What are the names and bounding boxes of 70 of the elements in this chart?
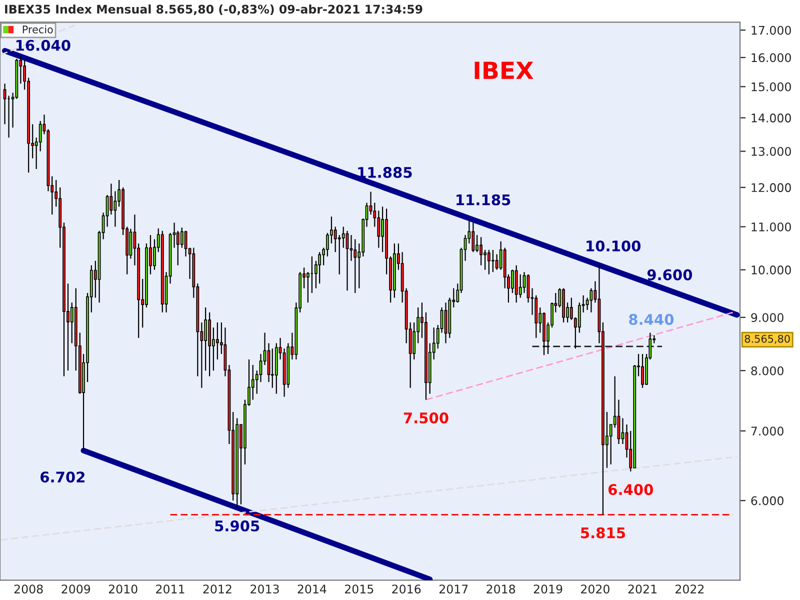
x-tick-label: 2012 [203, 584, 232, 594]
y-tick-label: 9.000 [751, 313, 784, 322]
x-tick-label: 2016 [392, 584, 421, 594]
x-tick-label: 2009 [62, 584, 90, 594]
x-tick-label: 2014 [298, 584, 326, 594]
y-tick-label: 14.000 [752, 114, 791, 122]
y-tick-label: 15.000 [752, 82, 791, 92]
annotation: 6.400 [608, 484, 653, 496]
annotation: 11.885 [358, 166, 412, 178]
candlestick [204, 306, 208, 372]
candlestick [590, 288, 593, 313]
candlestick [318, 252, 322, 284]
annotation: 11.185 [456, 194, 510, 206]
candlestick [180, 227, 184, 248]
y-tick-label: 13.000 [752, 147, 791, 156]
x-tick-label: 2019 [534, 584, 562, 594]
y-tick-label: 12.000 [752, 183, 791, 192]
candlestick [480, 236, 483, 266]
candlestick [491, 249, 494, 273]
x-tick-label: 2015 [344, 584, 374, 594]
candlestick [334, 226, 337, 253]
y-tick-label: 11.000 [752, 222, 791, 232]
y-tick-label: 10.000 [752, 266, 791, 274]
annotation: IBEX [474, 62, 534, 79]
candlestick [70, 302, 74, 344]
candlestick [514, 264, 518, 304]
y-tick-label: 6.000 [751, 496, 784, 506]
x-tick-label: 2021 [628, 584, 656, 594]
candlestick [472, 222, 475, 253]
candlestick [110, 183, 113, 216]
x-tick-label: 2018 [486, 584, 516, 594]
x-tick-label: 2017 [439, 584, 468, 594]
annotation: 5.905 [215, 520, 260, 532]
annotation: 16.040 [16, 40, 70, 51]
candlestick [487, 249, 490, 275]
x-tick-label: 2011 [156, 584, 184, 594]
annotation: 6.702 [40, 472, 84, 483]
x-tick-label: 2022 [676, 584, 704, 594]
candlestick [216, 322, 219, 360]
y-tick-label: 8.000 [751, 366, 784, 376]
legend-label: Precio [22, 25, 53, 34]
candlestick [350, 234, 353, 262]
annotation: 8.440 [629, 314, 674, 325]
candlestick [578, 302, 581, 334]
x-tick-label: 2010 [108, 584, 138, 594]
y-tick-label: 7.000 [751, 426, 784, 436]
x-tick-label: 2013 [250, 584, 279, 594]
y-tick-label: 17.000 [752, 26, 791, 35]
candlestick [354, 238, 357, 294]
x-tick-label: 2008 [14, 584, 43, 594]
annotation: 9.600 [647, 269, 692, 280]
candlestick [377, 210, 380, 248]
candlestick [326, 232, 329, 257]
annotation: 10.100 [586, 240, 641, 252]
candlestick [3, 83, 6, 125]
candlestick [114, 190, 117, 228]
candlestick [511, 269, 514, 294]
candlestick [476, 234, 478, 253]
annotation: 5.815 [581, 527, 626, 538]
chart-title: IBEX35 Index Mensual 8.565,80 (-0,83%) 09-abr-2021 17:34:59 [5, 4, 422, 16]
candlestick [641, 353, 644, 388]
x-tick-label: 2020 [581, 584, 610, 594]
candlestick [495, 254, 498, 270]
candlestick [518, 274, 522, 298]
annotation: 7.500 [404, 412, 448, 424]
candlestick [484, 249, 487, 270]
candlestick [342, 226, 345, 248]
text: 8.565,80 [744, 334, 790, 344]
candlestick [306, 272, 310, 304]
y-tick-label: 16.000 [752, 53, 791, 62]
